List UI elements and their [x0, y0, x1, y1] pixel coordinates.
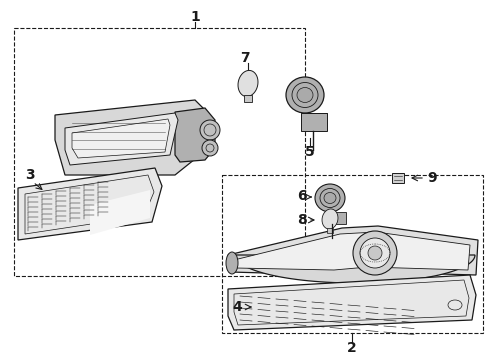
- Polygon shape: [228, 226, 478, 275]
- Text: 1: 1: [190, 10, 200, 24]
- Polygon shape: [238, 71, 258, 96]
- Ellipse shape: [297, 87, 313, 103]
- Text: 4: 4: [232, 300, 242, 314]
- Text: 2: 2: [347, 341, 357, 355]
- Polygon shape: [55, 100, 205, 175]
- Circle shape: [368, 246, 382, 260]
- Circle shape: [353, 231, 397, 275]
- Text: 9: 9: [427, 171, 437, 185]
- Polygon shape: [65, 113, 178, 165]
- Ellipse shape: [286, 77, 324, 113]
- Text: 8: 8: [297, 213, 307, 227]
- Circle shape: [202, 140, 218, 156]
- Polygon shape: [90, 190, 150, 235]
- Text: 6: 6: [297, 189, 307, 203]
- Polygon shape: [234, 232, 470, 270]
- Bar: [301, 113, 327, 131]
- Ellipse shape: [315, 184, 345, 212]
- Text: 3: 3: [25, 168, 35, 182]
- Polygon shape: [175, 108, 215, 162]
- Circle shape: [360, 238, 390, 268]
- Polygon shape: [322, 209, 338, 229]
- Bar: [327, 228, 333, 233]
- Polygon shape: [72, 119, 170, 158]
- Polygon shape: [235, 255, 475, 283]
- Bar: [14, 28, 305, 276]
- Bar: [222, 175, 483, 333]
- Circle shape: [200, 120, 220, 140]
- Text: 5: 5: [305, 145, 315, 159]
- Text: 7: 7: [240, 51, 250, 65]
- Bar: [392, 173, 404, 183]
- Polygon shape: [18, 168, 162, 240]
- Ellipse shape: [324, 193, 336, 203]
- Ellipse shape: [226, 252, 238, 274]
- Polygon shape: [228, 275, 476, 330]
- Bar: [326, 212, 346, 224]
- Bar: [244, 95, 252, 102]
